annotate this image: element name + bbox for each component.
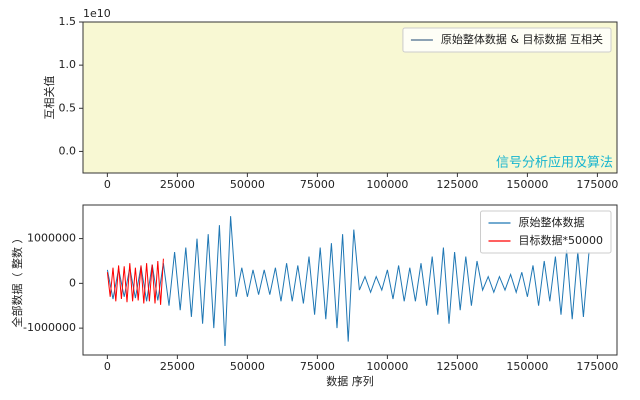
y-tick-label: 1000000 (27, 232, 76, 245)
legend-label: 目标数据*50000 (519, 233, 604, 247)
x-tick-label: 150000 (506, 360, 548, 373)
x-tick-label: 75000 (300, 360, 335, 373)
x-tick-label: 75000 (300, 178, 335, 191)
x-tick-label: 175000 (576, 178, 618, 191)
y-tick-label: 0.0 (59, 144, 77, 157)
x-tick-label: 125000 (436, 360, 478, 373)
legend-box (402, 27, 612, 53)
legend-label: 原始整体数据 (519, 215, 585, 229)
y-tick-label: -1000000 (23, 321, 76, 334)
y-tick-label: 0.5 (59, 101, 77, 114)
x-tick-label: 175000 (576, 360, 618, 373)
x-tick-label: 50000 (230, 360, 265, 373)
data-line (106, 258, 164, 305)
series-group (106, 216, 590, 347)
x-tick-label: 50000 (230, 178, 265, 191)
y-label: 互相关值 (42, 76, 56, 120)
frame (82, 204, 618, 356)
y-tick-label: 1.0 (59, 58, 77, 71)
x-label: 数据 序列 (326, 374, 374, 388)
x-tick-label: 125000 (436, 178, 478, 191)
frame (82, 21, 618, 174)
legend: 原始整体数据 & 目标数据 互相关 (402, 27, 612, 53)
y-tick-label: 1.5 (59, 15, 77, 28)
x-tick-label: 0 (104, 360, 111, 373)
x-tick-label: 25000 (160, 178, 195, 191)
legend-box (480, 210, 612, 254)
x-tick-label: 100000 (366, 360, 408, 373)
data-line (106, 216, 590, 347)
x-tick-label: 150000 (506, 178, 548, 191)
y-tick-label: 0 (69, 276, 76, 289)
x-tick-label: 25000 (160, 360, 195, 373)
x-tick-label: 0 (104, 178, 111, 191)
legend-label: 原始整体数据 & 目标数据 互相关 (441, 32, 603, 46)
y-offset: 1e10 (83, 7, 111, 20)
annotation: 信号分析应用及算法 (496, 155, 613, 171)
x-tick-label: 100000 (366, 178, 408, 191)
y-label: 全部数据（ 整数 ） (10, 233, 24, 328)
